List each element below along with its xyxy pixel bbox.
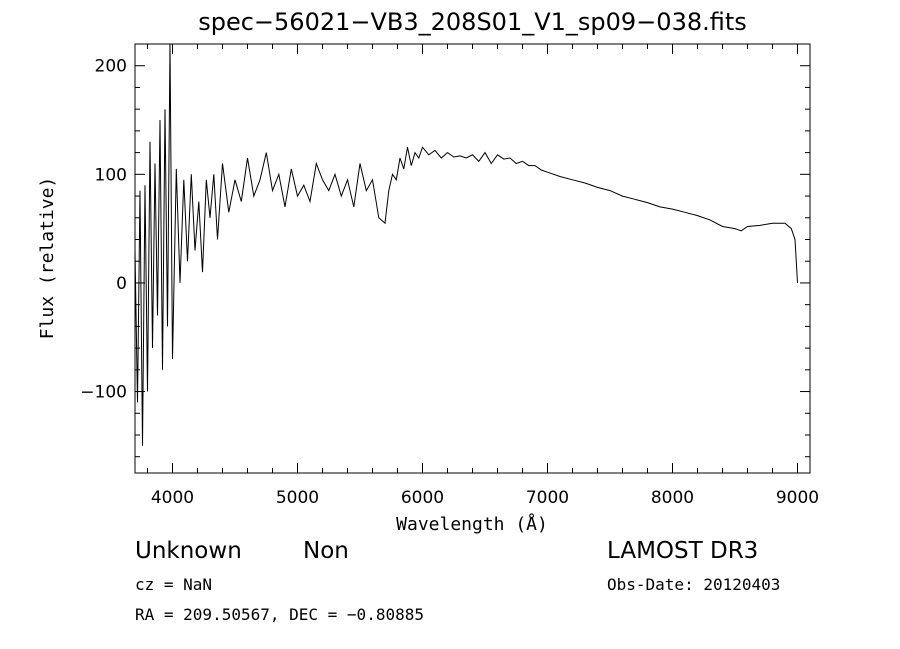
x-tick-label: 4000 xyxy=(151,488,194,508)
object-subclass-label: Non xyxy=(303,538,349,564)
axis-ticks xyxy=(135,43,810,473)
x-tick-label: 9000 xyxy=(776,488,819,508)
redshift-label: cz = NaN xyxy=(135,575,213,594)
spectrum-line xyxy=(134,43,798,446)
y-tick-label: 200 xyxy=(95,57,127,77)
x-tick-label: 7000 xyxy=(526,488,569,508)
axes-frame xyxy=(134,43,811,474)
y-tick-label: −100 xyxy=(80,383,127,403)
y-tick-label: 100 xyxy=(95,165,127,185)
x-tick-label: 8000 xyxy=(651,488,694,508)
survey-label: LAMOST DR3 xyxy=(607,538,759,564)
x-axis-label: Wavelength (Å) xyxy=(396,513,548,535)
chart-title: spec−56021−VB3_208S01_V1_sp09−038.fits xyxy=(198,8,747,36)
obs-date-label: Obs-Date: 20120403 xyxy=(607,575,781,594)
object-class-label: Unknown xyxy=(135,538,242,564)
y-axis-label: Flux (relative) xyxy=(37,177,58,340)
plot-frame xyxy=(134,43,811,474)
y-tick-label: 0 xyxy=(116,274,127,294)
tick-labels: 4000 5000 6000 7000 8000 9000 200 100 0 −100 xyxy=(80,57,819,508)
x-tick-label: 5000 xyxy=(276,488,319,508)
x-tick-label: 6000 xyxy=(401,488,444,508)
coordinates-label: RA = 209.50567, DEC = −0.80885 xyxy=(135,605,424,624)
